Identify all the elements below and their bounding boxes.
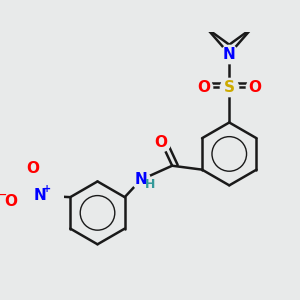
Text: O: O <box>26 160 39 175</box>
Text: N: N <box>223 46 236 62</box>
Text: O: O <box>155 135 168 150</box>
Text: +: + <box>43 184 51 194</box>
Text: N: N <box>34 188 47 203</box>
Text: O: O <box>249 80 262 94</box>
Text: O: O <box>4 194 17 209</box>
Text: N: N <box>134 172 147 188</box>
Text: O: O <box>197 80 210 94</box>
Text: S: S <box>224 80 235 94</box>
Text: −: − <box>0 190 8 200</box>
Text: H: H <box>145 178 155 191</box>
